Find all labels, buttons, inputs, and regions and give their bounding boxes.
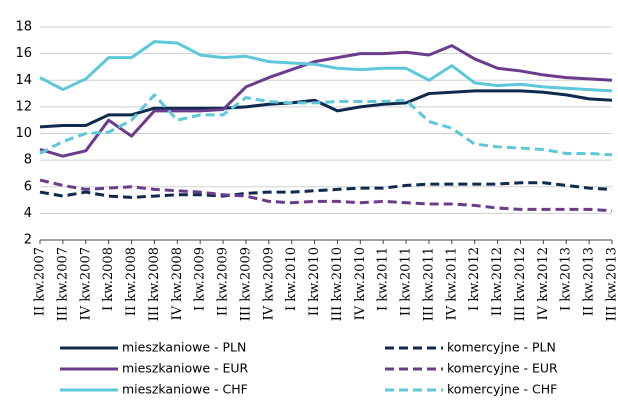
series-line xyxy=(39,40,613,93)
x-tick-label: III kw.2013 xyxy=(605,247,618,321)
x-tick-label: II kw.2010 xyxy=(307,247,322,316)
legend-label: mieszkaniowe - CHF xyxy=(122,382,248,397)
x-tick-label: III kw.2012 xyxy=(513,247,528,321)
x-tick-label: I kw.2012 xyxy=(467,247,482,311)
x-tick-label: IV kw.2012 xyxy=(536,247,551,320)
x-tick-label: I kw.2013 xyxy=(559,247,574,311)
x-tick-label: II kw.2013 xyxy=(582,247,597,316)
x-tick-label: III kw.2007 xyxy=(55,247,70,321)
x-tick-label: II kw.2011 xyxy=(399,247,414,316)
series-line xyxy=(39,44,613,158)
x-tick-label: II kw.2009 xyxy=(216,247,231,316)
series-line xyxy=(39,89,613,129)
x-tick-label: IV kw.2007 xyxy=(78,247,93,320)
y-tick-label: 4 xyxy=(24,206,32,221)
legend-label: mieszkaniowe - PLN xyxy=(122,340,246,355)
x-tick-label: I kw.2009 xyxy=(193,247,208,311)
x-tick-label: I kw.2011 xyxy=(376,247,391,311)
legend-label: komercyjne - EUR xyxy=(447,361,558,376)
x-tick-label: IV kw.2010 xyxy=(353,247,368,320)
y-tick-label: 18 xyxy=(15,20,32,35)
y-tick-label: 16 xyxy=(15,46,32,61)
y-tick-label: 6 xyxy=(24,179,32,194)
y-tick-label: 10 xyxy=(15,126,32,141)
x-tick-label: II kw.2008 xyxy=(124,247,139,316)
y-tick-label: 14 xyxy=(15,73,32,88)
x-tick-label: II kw.2007 xyxy=(33,247,48,316)
x-tick-label: I kw.2010 xyxy=(284,247,299,311)
y-tick-label: 12 xyxy=(15,99,32,114)
x-tick-label: III kw.2008 xyxy=(147,247,162,321)
x-tick-label: III kw.2009 xyxy=(238,247,253,321)
x-tick-label: IV kw.2008 xyxy=(170,247,185,320)
legend-label: komercyjne - PLN xyxy=(447,340,556,355)
legend-label: komercyjne - CHF xyxy=(447,382,557,397)
legend-label: mieszkaniowe - EUR xyxy=(122,361,249,376)
x-tick-label: IV kw.2011 xyxy=(444,247,459,320)
series-line xyxy=(39,181,613,199)
x-tick-label: III kw.2011 xyxy=(421,247,436,321)
y-tick-label: 8 xyxy=(24,153,32,168)
series-line xyxy=(39,178,613,213)
x-tick-label: II kw.2012 xyxy=(490,247,505,316)
x-tick-label: III kw.2010 xyxy=(330,247,345,321)
y-tick-label: 2 xyxy=(24,233,32,248)
series-line xyxy=(39,93,613,157)
x-tick-label: I kw.2008 xyxy=(101,247,116,311)
x-tick-label: IV kw.2009 xyxy=(261,247,276,320)
